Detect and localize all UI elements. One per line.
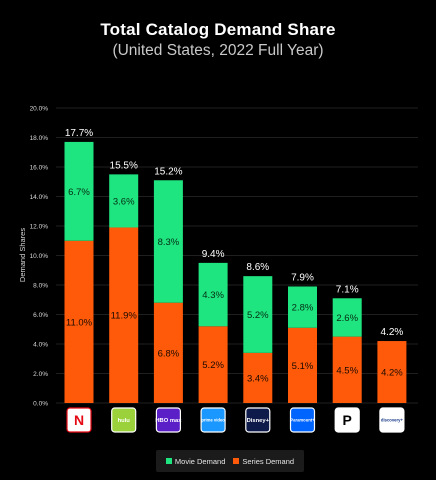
movie-value-label: 4.3%: [202, 290, 224, 301]
y-tick-label: 2.0%: [33, 371, 48, 378]
movie-value-label: 2.8%: [292, 303, 314, 314]
movie-value-label: 3.6%: [113, 196, 135, 207]
bar-series-1: [109, 227, 139, 403]
bar-movie-0: [64, 141, 94, 241]
peacock-logo-icon: [334, 407, 360, 433]
bar-movie-3: [198, 262, 228, 327]
series-value-label: 5.1%: [292, 361, 314, 372]
y-tick-label: 20.0%: [30, 106, 49, 113]
bar-series-5: [288, 327, 317, 403]
chart-legend: Movie Demand Series Demand: [156, 450, 304, 472]
bar-movie-1: [109, 174, 139, 228]
bar-series-0: [64, 240, 94, 403]
prime-video-logo-icon: [200, 407, 226, 433]
paramount-plus-logo-text: Paramount+: [290, 418, 315, 423]
netflix-logo-text: N: [74, 412, 84, 428]
bar-series-7: [377, 341, 407, 403]
bar-series-4: [243, 352, 273, 403]
series-value-label: 11.9%: [111, 311, 138, 322]
discovery-plus-logo-text: discovery+: [381, 418, 404, 423]
movie-value-label: 8.3%: [158, 237, 180, 248]
total-value-label: 7.1%: [336, 284, 359, 295]
hbo-max-logo-text: HBO max: [155, 418, 182, 424]
disney-plus-logo-icon: [245, 407, 271, 433]
bar-series-6: [332, 336, 362, 403]
legend-swatch-movie: [165, 458, 172, 464]
chart-title: Total Catalog Demand Share: [100, 20, 336, 39]
netflix-logo-icon: [66, 407, 92, 433]
series-value-label: 4.5%: [336, 365, 358, 376]
peacock-logo-text: P: [343, 412, 352, 428]
chart-subtitle: (United States, 2022 Full Year): [112, 42, 324, 59]
y-tick-label: 8.0%: [33, 283, 48, 290]
legend-swatch-series: [233, 458, 240, 464]
total-value-label: 8.6%: [246, 262, 269, 273]
y-axis-label: Demand Shares: [18, 228, 27, 282]
disney-plus-logo-text: Disney+: [247, 418, 270, 424]
y-tick-label: 16.0%: [30, 165, 49, 172]
y-tick-label: 4.0%: [33, 342, 48, 349]
total-value-label: 17.7%: [65, 128, 93, 139]
bar-movie-2: [153, 180, 183, 303]
y-tick-label: 18.0%: [30, 135, 49, 142]
movie-value-label: 2.6%: [336, 313, 358, 324]
y-tick-label: 14.0%: [30, 194, 49, 201]
legend-item-series: Series Demand: [233, 457, 294, 466]
total-value-label: 15.5%: [110, 160, 138, 171]
y-tick-label: 10.0%: [30, 253, 49, 260]
series-value-label: 6.8%: [158, 348, 180, 359]
total-value-label: 7.9%: [291, 272, 314, 283]
y-tick-label: 6.0%: [33, 312, 48, 319]
bar-movie-5: [288, 286, 317, 328]
hulu-logo-icon: [111, 407, 137, 433]
bar-series-3: [198, 326, 228, 403]
hulu-logo-text: hulu: [118, 418, 131, 424]
legend-item-movie: Movie Demand: [165, 456, 226, 466]
legend-label-movie: Movie Demand: [174, 456, 226, 466]
series-value-label: 3.4%: [247, 373, 269, 384]
legend-label-series: Series Demand: [242, 456, 295, 466]
series-value-label: 4.2%: [381, 368, 403, 379]
bar-movie-4: [243, 276, 273, 353]
total-value-label: 15.2%: [154, 166, 182, 177]
bar-movie-6: [332, 298, 362, 337]
movie-value-label: 5.2%: [247, 310, 269, 321]
hbo-max-logo-icon: [155, 407, 181, 433]
y-tick-label: 0.0%: [33, 401, 48, 408]
bar-series-2: [153, 302, 183, 403]
movie-value-label: 6.7%: [68, 187, 90, 198]
paramount-plus-logo-icon: [289, 407, 316, 433]
discovery-plus-logo-icon: [379, 407, 405, 433]
total-value-label: 4.2%: [381, 327, 404, 338]
series-value-label: 11.0%: [66, 317, 93, 328]
series-value-label: 5.2%: [202, 360, 224, 371]
y-tick-label: 12.0%: [30, 224, 49, 231]
prime-video-logo-text: prime video: [201, 418, 225, 423]
total-value-label: 9.4%: [202, 249, 225, 260]
